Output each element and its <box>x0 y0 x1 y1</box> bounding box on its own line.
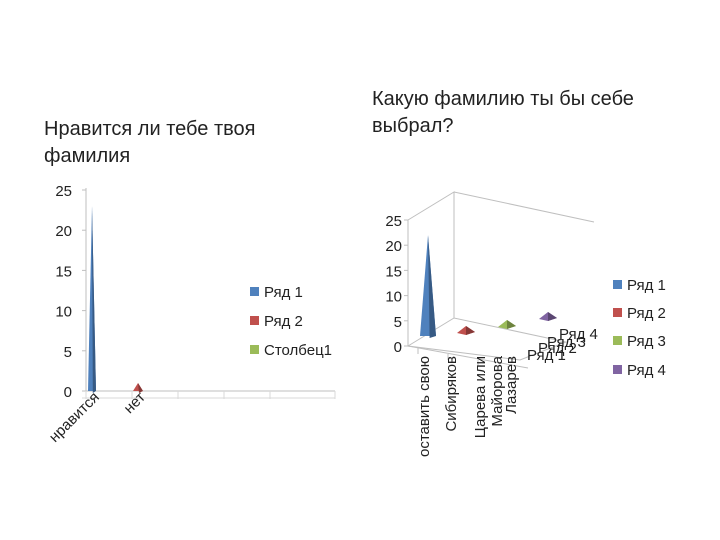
chart2-bar-2-2 <box>498 320 516 329</box>
chart1-y-tick-label: 20 <box>55 223 72 240</box>
chart1-y-tick-label: 15 <box>55 263 72 280</box>
chart1-legend-label: Столбец1 <box>264 342 332 359</box>
chart2-depth-label: Ряд 1 <box>527 347 566 364</box>
chart2-floor <box>406 317 568 361</box>
chart1-y-tick-label: 5 <box>64 344 72 361</box>
chart2-bar-shade <box>507 320 516 329</box>
chart2-bar-3-3 <box>539 312 557 321</box>
chart1-y-tick-label: 0 <box>64 384 72 401</box>
chart1-legend-swatch <box>250 287 259 296</box>
chart1-y-tick-label: 10 <box>55 304 72 321</box>
chart2-legend-label: Ряд 1 <box>627 277 666 294</box>
chart2-depth-label: Ряд 3 <box>547 334 586 351</box>
chart2-bar-0-0 <box>420 235 436 338</box>
chart2-y-tick-label: 5 <box>394 314 402 331</box>
chart2-y-tick-label: 15 <box>385 263 402 280</box>
chart2-legend-swatch <box>613 280 622 289</box>
chart1-y-tick-label: 25 <box>55 183 72 200</box>
chart1-category-label: нравится <box>46 389 103 446</box>
chart2-legend-label: Ряд 2 <box>627 305 666 322</box>
chart1-legend-label: Ряд 1 <box>264 284 303 301</box>
chart1-legend-swatch <box>250 316 259 325</box>
chart2-category-label: Лазарев <box>503 356 520 414</box>
chart2-category-label: оставить свою <box>416 356 433 457</box>
chart1-title: Нравится ли тебе твоя фамилия <box>44 118 256 167</box>
chart2-depth-label: Ряд 2 <box>538 340 577 357</box>
chart2-title: Какую фамилию ты бы себе выбрал? <box>372 88 634 137</box>
chart2-bar-1-1 <box>457 326 475 335</box>
chart1-legend-label: Ряд 2 <box>264 313 303 330</box>
chart1-category-label: нет <box>121 389 149 417</box>
chart2-back-top-edge <box>453 191 595 223</box>
chart2-x-axis <box>407 345 529 369</box>
chart2-y-tick-label: 25 <box>385 213 402 230</box>
chart2-category-label: Майорова <box>489 355 506 426</box>
chart2-depth-label: Ряд 4 <box>559 326 598 343</box>
chart2-category-label: Царева или <box>472 356 489 438</box>
chart2-y-tick-label: 10 <box>385 289 402 306</box>
chart1-legend-swatch <box>250 345 259 354</box>
chart2-legend-label: Ряд 3 <box>627 333 666 350</box>
chart2-bar-shade <box>466 326 475 335</box>
chart1-bar-0-0-shade <box>92 206 96 393</box>
chart1-bar-1-1 <box>133 382 143 393</box>
chart2-legend-label: Ряд 4 <box>627 362 666 379</box>
chart2-y-tick-label: 0 <box>394 339 402 356</box>
chart2-legend-swatch <box>613 336 622 345</box>
chart1-bar-1-1-shade <box>138 382 143 393</box>
chart2-category-label: Сибиряков <box>443 356 460 432</box>
chart1-bar-0-0 <box>88 206 96 393</box>
chart2-bar-0-0-shade <box>428 235 436 338</box>
chart2-bar-shade <box>548 312 557 321</box>
chart2-y-tick-label: 20 <box>385 238 402 255</box>
chart2-legend-swatch <box>613 365 622 374</box>
chart2-legend-swatch <box>613 308 622 317</box>
